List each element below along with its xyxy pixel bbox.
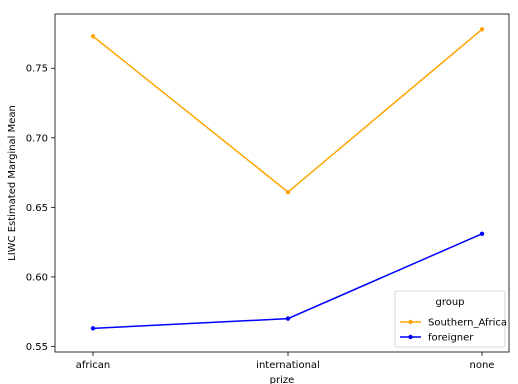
x-tick-label: international (256, 360, 320, 371)
y-axis-ticks: 0.55 0.60 0.65 0.70 0.75 (26, 64, 55, 353)
y-tick-label: 0.65 (26, 203, 48, 214)
data-point (479, 231, 485, 236)
data-point (90, 34, 96, 39)
series-layer (90, 27, 485, 331)
y-axis-label: LIWC Estimated Marginal Mean (7, 105, 18, 261)
x-axis-label: prize (270, 375, 295, 384)
x-tick-label: none (470, 360, 495, 371)
x-tick-label: african (76, 360, 111, 371)
legend-label: Southern_Africa (428, 318, 507, 329)
legend-swatch-marker (408, 319, 413, 325)
y-tick-label: 0.60 (26, 272, 48, 283)
legend-title: group (435, 297, 464, 308)
legend-swatch-marker (408, 334, 413, 340)
legend-label: foreigner (428, 333, 474, 344)
x-axis-ticks: african international none (76, 352, 495, 371)
legend-entries: Southern_Africa foreigner (400, 318, 507, 344)
legend: group Southern_Africa foreigner (394, 290, 507, 348)
data-point (90, 326, 96, 331)
data-point (285, 189, 291, 195)
data-point (285, 316, 291, 321)
y-tick-label: 0.75 (26, 64, 48, 75)
y-tick-label: 0.55 (26, 342, 48, 353)
y-tick-label: 0.70 (26, 133, 48, 144)
legend-box (394, 290, 506, 348)
data-point (479, 27, 485, 32)
